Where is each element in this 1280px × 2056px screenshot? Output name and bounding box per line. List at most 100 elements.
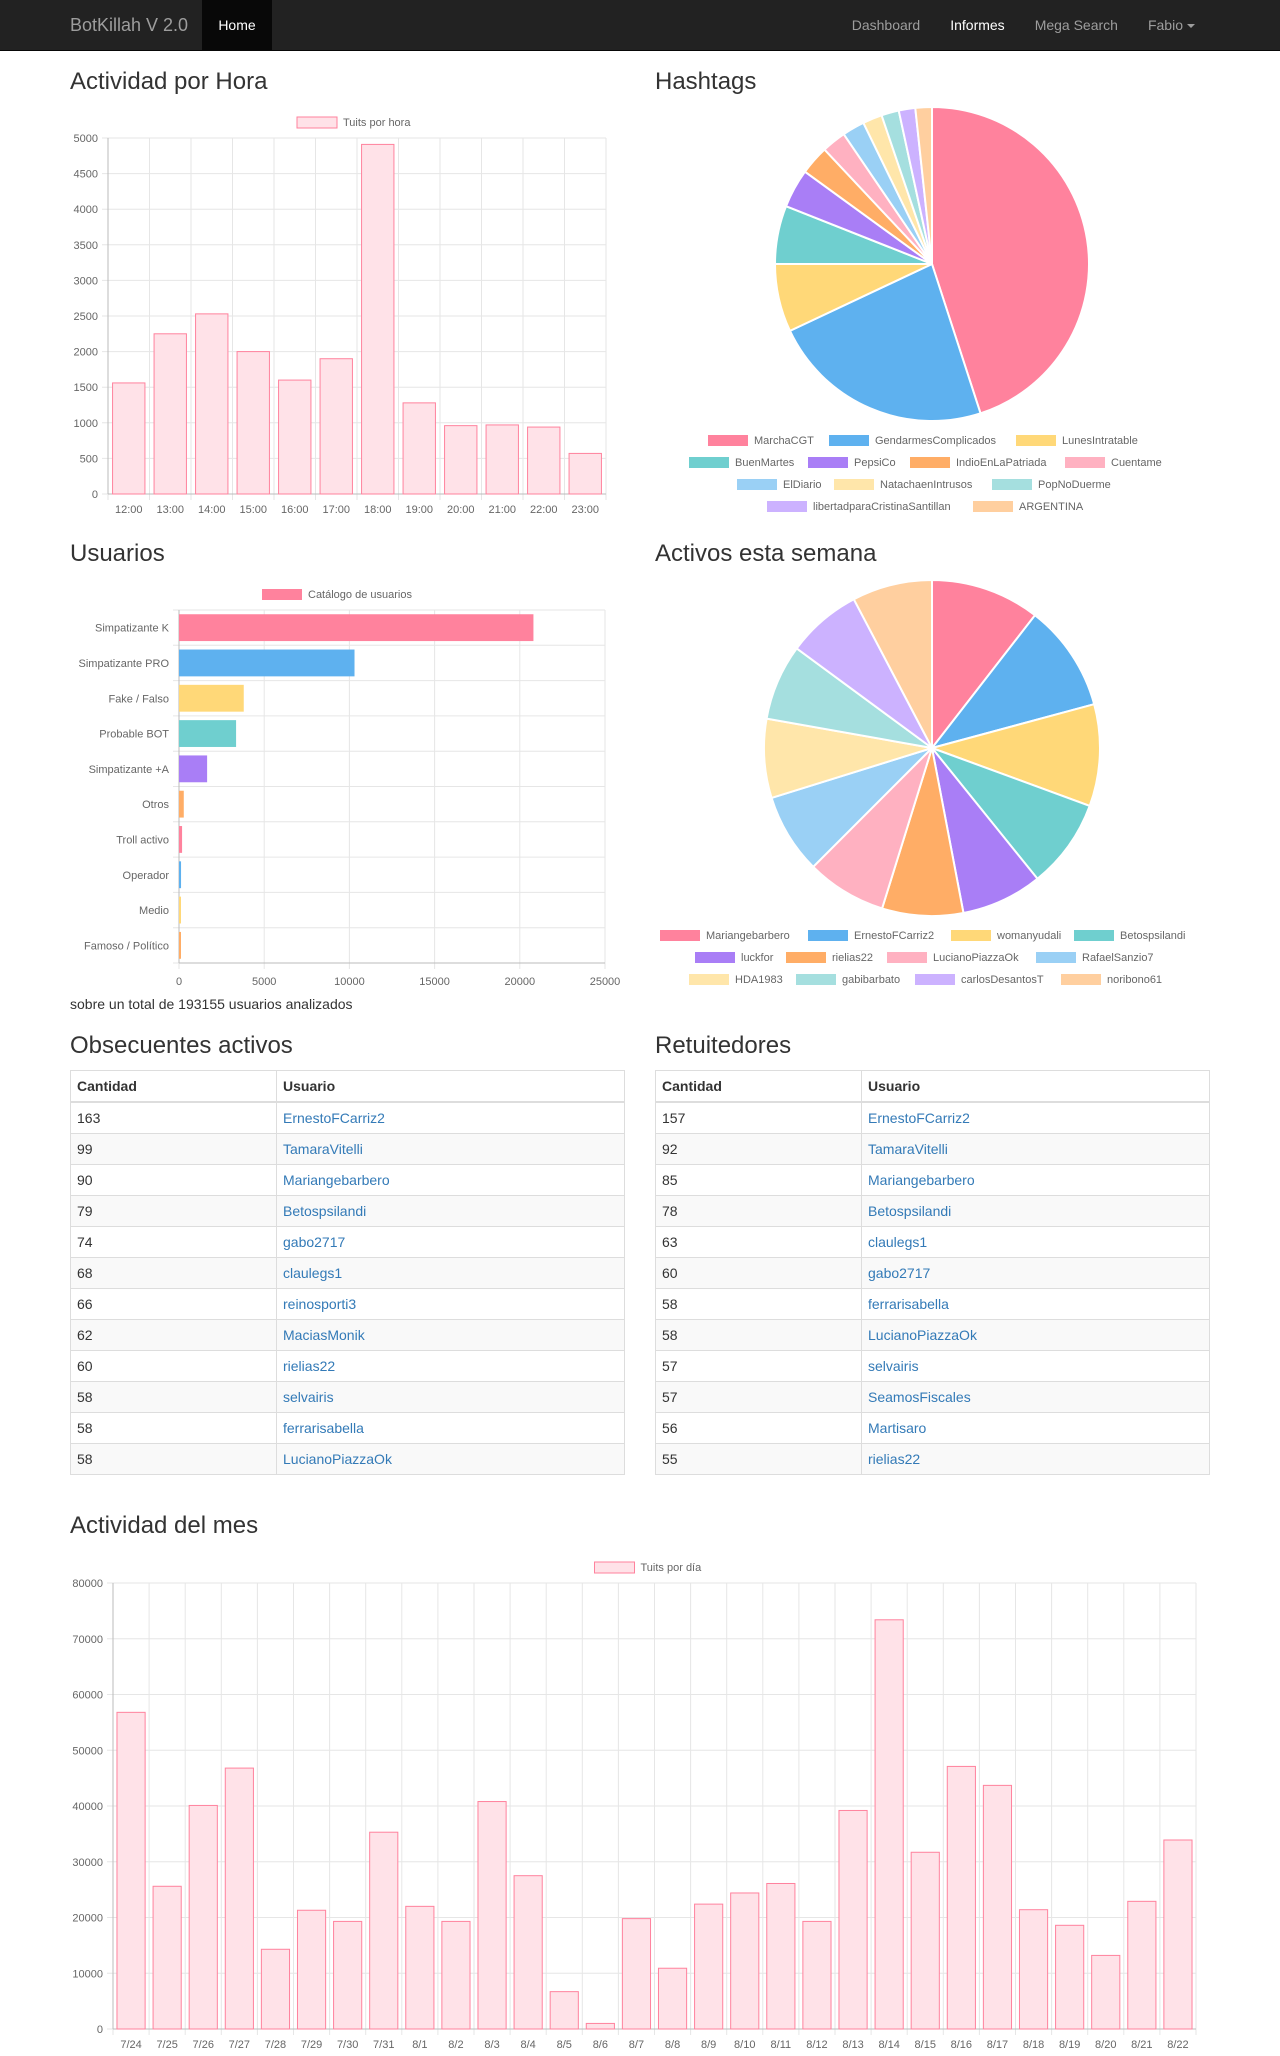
navbar: BotKillah V 2.0 Home Dashboard Informes … xyxy=(0,0,1280,51)
monthly-xtick-label: 8/20 xyxy=(1095,2039,1116,2051)
usuario-link[interactable]: rielias22 xyxy=(283,1358,336,1374)
obsecuentes-title: Obsecuentes activos xyxy=(70,1032,293,1059)
monthly-bar xyxy=(513,1875,543,2030)
nav-mega-search-link[interactable]: Mega Search xyxy=(1034,17,1118,33)
usuario-link[interactable]: ferrarisabella xyxy=(283,1420,364,1436)
usuario-link[interactable]: Mariangebarbero xyxy=(283,1172,390,1188)
usuario-link[interactable]: ErnestoFCarriz2 xyxy=(283,1110,385,1126)
monthly-bar xyxy=(802,1920,832,2030)
hashtags-legend-label: ARGENTINA xyxy=(1019,501,1084,513)
monthly-xtick-label: 7/25 xyxy=(156,2039,177,2051)
usuario-link[interactable]: SeamosFiscales xyxy=(868,1389,971,1405)
hashtags-legend-swatch xyxy=(737,479,777,490)
monthly-bar xyxy=(296,1909,327,2030)
hourly-ytick-label: 1000 xyxy=(74,418,98,430)
brand-link[interactable]: BotKillah V 2.0 xyxy=(70,15,189,35)
hourly-bar xyxy=(319,358,353,495)
activos-legend-label: womanyudali xyxy=(996,930,1061,942)
caret-down-icon xyxy=(1187,24,1195,29)
monthly-xtick-label: 8/8 xyxy=(665,2039,680,2051)
usuario-link[interactable]: ErnestoFCarriz2 xyxy=(868,1110,970,1126)
usuario-link[interactable]: Betospsilandi xyxy=(283,1203,367,1219)
usuario-cell: SeamosFiscales xyxy=(861,1381,1210,1413)
usuario-link[interactable]: TamaraVitelli xyxy=(283,1141,363,1157)
usuario-link[interactable]: TamaraVitelli xyxy=(868,1141,948,1157)
usuario-link[interactable]: Betospsilandi xyxy=(868,1203,952,1219)
obsecuentes-table: Cantidad Usuario 163 ErnestoFCarriz2 99 Tam… xyxy=(70,1070,625,1475)
cantidad-cell: 92 xyxy=(655,1133,862,1165)
hourly-ytick-label: 1500 xyxy=(74,382,98,394)
cantidad-cell: 79 xyxy=(70,1195,277,1227)
usuario-cell: LucianoPiazzaOk xyxy=(276,1443,625,1475)
hourly-xtick-label: 20:00 xyxy=(447,504,475,516)
usuario-link[interactable]: claulegs1 xyxy=(283,1265,343,1281)
usuarios-legend-swatch xyxy=(262,589,302,600)
hashtags-legend-label: PepsiCo xyxy=(854,457,896,469)
table-row: 163 ErnestoFCarriz2 xyxy=(70,1101,625,1134)
monthly-bar xyxy=(946,1765,976,2030)
monthly-ytick-label: 10000 xyxy=(72,1968,103,1980)
usuarios-bar xyxy=(179,826,183,853)
hourly-ytick-label: 2000 xyxy=(74,347,98,359)
hourly-ytick-label: 2500 xyxy=(74,311,98,323)
usuario-link[interactable]: LucianoPiazzaOk xyxy=(868,1327,977,1343)
monthly-ytick-label: 70000 xyxy=(72,1634,103,1646)
usuarios-category-label: Probable BOT xyxy=(99,729,169,741)
usuario-link[interactable]: claulegs1 xyxy=(868,1234,928,1250)
usuarios-bar xyxy=(179,861,182,889)
usuario-link[interactable]: Mariangebarbero xyxy=(868,1172,975,1188)
monthly-xtick-label: 7/26 xyxy=(193,2039,214,2051)
table-row: 58 LucianoPiazzaOk xyxy=(70,1443,625,1475)
table-row: 55 rielias22 xyxy=(655,1443,1210,1475)
hourly-xtick-label: 14:00 xyxy=(198,504,226,516)
usuarios-title: Usuarios xyxy=(70,540,165,567)
hashtags-legend-swatch xyxy=(992,479,1032,490)
actividad-mes-title: Actividad del mes xyxy=(70,1512,259,1539)
usuario-link[interactable]: Martisaro xyxy=(868,1420,927,1436)
retuitedores-table: Cantidad Usuario 157 ErnestoFCarriz2 92 Tam… xyxy=(655,1070,1210,1475)
table-row: 90 Mariangebarbero xyxy=(70,1164,625,1196)
hourly-bar xyxy=(112,382,146,495)
usuario-link[interactable]: selvairis xyxy=(868,1358,919,1374)
hashtags-slice xyxy=(788,262,982,422)
monthly-ytick-label: 20000 xyxy=(72,1913,103,1925)
monthly-xtick-label: 8/4 xyxy=(521,2039,536,2051)
usuario-link[interactable]: MaciasMonik xyxy=(283,1327,365,1343)
nav-dashboard-link[interactable]: Dashboard xyxy=(851,17,921,33)
monthly-bar xyxy=(260,1948,291,2030)
table-row: 58 ferrarisabella xyxy=(655,1288,1210,1320)
monthly-xtick-label: 8/16 xyxy=(951,2039,972,2051)
activos-legend-swatch xyxy=(1061,974,1101,985)
activos-legend-swatch xyxy=(695,952,735,963)
usuario-link[interactable]: LucianoPiazzaOk xyxy=(283,1451,392,1467)
nav-home-link[interactable]: Home xyxy=(202,0,272,50)
cantidad-cell: 58 xyxy=(70,1381,277,1413)
nav-informes-link[interactable]: Informes xyxy=(950,17,1005,33)
user-menu-dropdown[interactable]: Fabio xyxy=(1133,0,1210,50)
monthly-xtick-label: 8/19 xyxy=(1059,2039,1080,2051)
usuario-link[interactable]: ferrarisabella xyxy=(868,1296,949,1312)
monthly-xtick-label: 7/29 xyxy=(301,2039,322,2051)
activos-legend-swatch xyxy=(689,974,729,985)
monthly-bar xyxy=(188,1804,218,2030)
monthly-bar xyxy=(369,1831,399,2030)
usuario-link[interactable]: gabo2717 xyxy=(868,1265,931,1281)
hourly-bar xyxy=(153,333,187,495)
usuario-cell: rielias22 xyxy=(276,1350,625,1382)
hashtags-legend-label: Cuentame xyxy=(1111,457,1162,469)
usuario-link[interactable]: rielias22 xyxy=(868,1451,921,1467)
usuario-link[interactable]: reinosporti3 xyxy=(283,1296,357,1312)
activos-legend-label: noribono61 xyxy=(1107,974,1162,986)
usuario-link[interactable]: selvairis xyxy=(283,1389,334,1405)
usuarios-bar xyxy=(179,649,355,677)
hashtags-legend-label: libertadparaCristinaSantillan xyxy=(813,501,951,513)
usuarios-bar xyxy=(179,720,237,747)
table-row: 68 claulegs1 xyxy=(70,1257,625,1289)
user-name: Fabio xyxy=(1147,17,1183,33)
hourly-bar xyxy=(402,402,436,495)
table-row: 85 Mariangebarbero xyxy=(655,1164,1210,1196)
monthly-bar xyxy=(1055,1924,1085,2030)
monthly-legend-label: Tuits por día xyxy=(641,1562,703,1574)
usuario-link[interactable]: gabo2717 xyxy=(283,1234,346,1250)
